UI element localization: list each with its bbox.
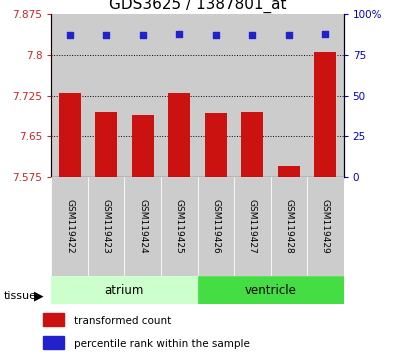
Bar — [124, 14, 161, 177]
Bar — [241, 112, 263, 177]
Point — [66, 33, 73, 38]
Bar — [95, 112, 117, 177]
Bar — [161, 14, 198, 177]
Point — [322, 31, 329, 36]
Bar — [198, 14, 234, 177]
Bar — [43, 313, 64, 326]
Text: GSM119422: GSM119422 — [65, 199, 74, 254]
FancyBboxPatch shape — [51, 177, 88, 276]
Title: GDS3625 / 1387801_at: GDS3625 / 1387801_at — [109, 0, 286, 13]
Text: GSM119424: GSM119424 — [138, 199, 147, 254]
Text: transformed count: transformed count — [74, 316, 171, 326]
FancyBboxPatch shape — [198, 177, 234, 276]
FancyBboxPatch shape — [307, 177, 344, 276]
Point — [176, 31, 182, 36]
FancyBboxPatch shape — [124, 177, 161, 276]
Text: GSM119428: GSM119428 — [284, 199, 293, 254]
Bar — [271, 14, 307, 177]
FancyBboxPatch shape — [234, 177, 271, 276]
Text: tissue: tissue — [4, 291, 37, 301]
Text: atrium: atrium — [105, 284, 144, 297]
Text: GSM119427: GSM119427 — [248, 199, 257, 254]
Bar — [59, 93, 81, 177]
Text: ▶: ▶ — [34, 290, 43, 303]
Bar — [205, 113, 227, 177]
Point — [103, 33, 109, 38]
Bar — [168, 93, 190, 177]
Bar — [51, 14, 88, 177]
Bar — [198, 276, 344, 304]
FancyBboxPatch shape — [161, 177, 198, 276]
Text: GSM119425: GSM119425 — [175, 199, 184, 254]
Bar — [51, 276, 198, 304]
Text: GSM119426: GSM119426 — [211, 199, 220, 254]
FancyBboxPatch shape — [271, 177, 307, 276]
FancyBboxPatch shape — [88, 177, 124, 276]
Point — [139, 33, 146, 38]
Point — [249, 33, 256, 38]
Text: GSM119423: GSM119423 — [102, 199, 111, 254]
Text: GSM119429: GSM119429 — [321, 199, 330, 254]
Bar — [88, 14, 124, 177]
Bar — [234, 14, 271, 177]
Point — [213, 33, 219, 38]
Point — [286, 33, 292, 38]
Text: ventricle: ventricle — [245, 284, 297, 297]
Bar — [132, 115, 154, 177]
Text: percentile rank within the sample: percentile rank within the sample — [74, 339, 250, 349]
Bar — [278, 166, 300, 177]
Bar — [307, 14, 344, 177]
Bar — [314, 52, 336, 177]
Bar — [43, 336, 64, 349]
